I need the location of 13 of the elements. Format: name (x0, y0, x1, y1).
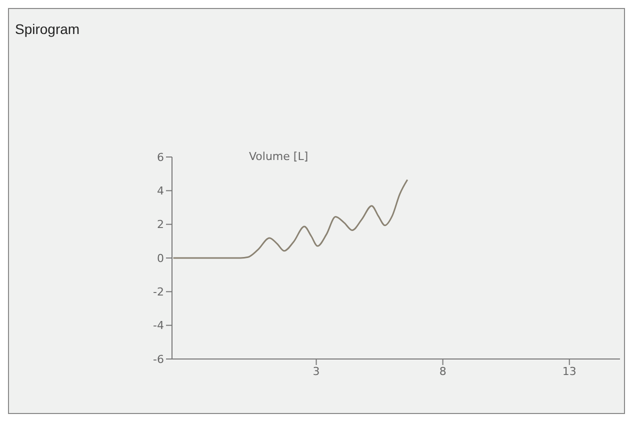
y-tick-label: 2 (157, 218, 164, 232)
y-tick-label: 4 (157, 184, 164, 198)
y-tick-label: -6 (153, 352, 164, 366)
y-tick-label: -2 (153, 286, 164, 299)
line-series (172, 178, 408, 259)
text: Spirogram (15, 21, 80, 37)
y-tick-label: -4 (153, 319, 164, 332)
y-axis-title: Volume [L] (249, 150, 308, 163)
x-tick-label: 3 (312, 364, 320, 378)
x-tick-label: 13 (562, 364, 576, 378)
x-tick-label: 8 (439, 364, 446, 378)
y-tick-label: 0 (157, 252, 164, 265)
y-tick-label: 6 (157, 150, 164, 164)
